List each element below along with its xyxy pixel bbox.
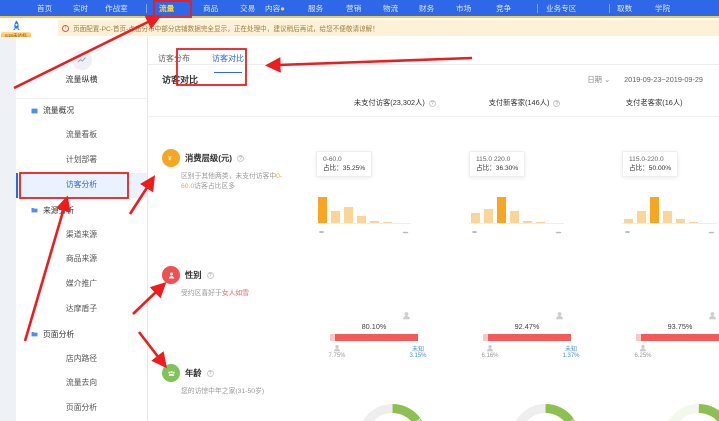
svg-text:¥: ¥ [168, 156, 172, 162]
